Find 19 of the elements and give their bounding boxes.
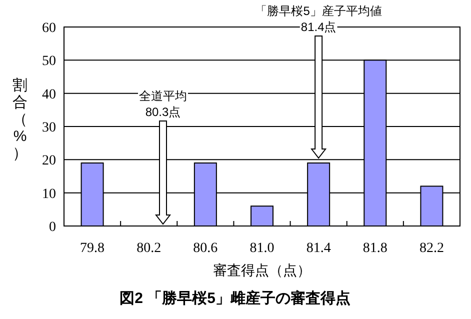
y-tick-label: 0: [49, 220, 56, 235]
x-tick-label: 80.2: [136, 241, 162, 256]
annotation: 全道平均 80.3点: [139, 88, 187, 119]
x-tick-label: 80.6: [193, 241, 218, 256]
y-tick-label: 30: [42, 120, 56, 136]
y-tick-label: 60: [42, 21, 56, 36]
y-tick-label: 40: [42, 87, 56, 102]
y-tick-label: 20: [42, 154, 56, 169]
x-tick-label: 79.8: [80, 241, 105, 256]
text: 図2 「勝早桜5」雌産子の審査得点: [120, 289, 350, 307]
x-tick-label: 81.4: [306, 241, 331, 256]
y-tick-label: 10: [42, 186, 56, 202]
annotation: 「勝早桜5」産子平均値 81.4点: [255, 4, 382, 34]
x-tick-label: 81.8: [362, 241, 388, 256]
y-tick-label: 50: [42, 54, 56, 70]
y-axis-title: 割合（%）: [12, 77, 28, 162]
x-tick-label: 81.0: [250, 241, 274, 256]
x-tick-label: 82.2: [419, 241, 444, 256]
x-axis-title: 審査得点（点）: [213, 262, 311, 278]
